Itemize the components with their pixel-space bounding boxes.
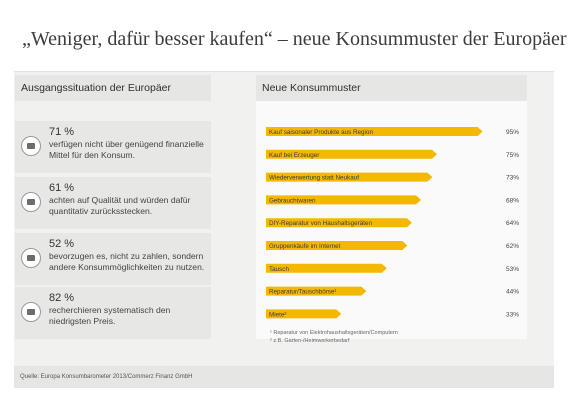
bar-value-label: 44% <box>506 289 519 296</box>
bar-group: Wiederverwertung statt Neukauf 73% <box>266 172 519 182</box>
bar-category-label: Tausch <box>269 266 289 273</box>
bar-value-label: 68% <box>506 197 519 204</box>
bar <box>266 172 433 182</box>
bar-category-label: Gebrauchtwaren <box>269 197 316 204</box>
bar-category-label: Kauf saisonaler Produkte aus Region <box>269 129 373 136</box>
bar-value-label: 73% <box>506 175 519 182</box>
stat-value: 82 % <box>49 292 75 304</box>
footnote-2: ² z.B. Garten-/Heimwerkerbedarf <box>270 338 350 344</box>
bar <box>266 127 483 136</box>
price-compare-icon <box>21 302 41 322</box>
bar-value-label: 62% <box>506 243 519 250</box>
bar-group: Reparatur/Tauschbörse¹ 44% <box>266 286 519 296</box>
stat-text: verfügen nicht über genügend finanzielle… <box>49 139 204 160</box>
bar-value-label: 75% <box>506 152 519 159</box>
stat-card: 52 % bevorzugen es, nicht zu zahlen, son… <box>15 233 211 285</box>
bar <box>266 149 437 159</box>
quality-seal-icon <box>21 192 41 212</box>
bar <box>266 195 422 205</box>
bar-group: Gruppenkäufe im Internet 62% <box>266 241 519 250</box>
bar-category-label: Reparatur/Tauschbörse¹ <box>269 289 337 296</box>
bar-group: Tausch 53% <box>266 263 519 273</box>
bar-category-label: Miete² <box>269 311 287 318</box>
stat-value: 71 % <box>49 126 75 138</box>
bar <box>266 309 342 319</box>
bar-group: DIY-Reparatur von Haushaltsgeräten 64% <box>266 218 519 228</box>
source-text: Quelle: Europa Konsumbarometer 2013/Comm… <box>20 374 193 380</box>
bar-value-label: 33% <box>506 311 519 318</box>
handshake-icon <box>21 248 41 268</box>
bar <box>266 263 387 273</box>
bar <box>266 241 408 250</box>
bar <box>266 218 412 228</box>
source-bar: Quelle: Europa Konsumbarometer 2013/Comm… <box>14 366 554 388</box>
bar-value-label: 53% <box>506 266 519 273</box>
stat-text: achten auf Qualität und würden dafür qua… <box>49 195 191 216</box>
stat-value: 61 % <box>49 182 75 194</box>
wallet-icon <box>21 136 41 156</box>
bar-category-label: Kauf bei Erzeuger <box>269 152 319 159</box>
stat-card: 82 % recherchieren systematisch den nied… <box>15 287 211 339</box>
stat-value: 52 % <box>49 238 75 250</box>
page-title: „Weniger, dafür besser kaufen“ – neue Ko… <box>22 28 567 50</box>
stat-text: bevorzugen es, nicht zu zahlen, sondern … <box>49 251 205 272</box>
bar-category-label: Gruppenkäufe im Internet <box>269 243 341 250</box>
right-panel-heading: Neue Konsummuster <box>256 75 527 101</box>
bar-value-label: 64% <box>506 220 519 227</box>
bar-value-label: 95% <box>506 129 519 136</box>
bar <box>266 286 367 296</box>
bar-group: Kauf bei Erzeuger 75% <box>266 149 519 159</box>
stat-card: 61 % achten auf Qualität und würden dafü… <box>15 177 211 229</box>
stat-card: 71 % verfügen nicht über genügend finanz… <box>15 121 211 173</box>
title-bar: „Weniger, dafür besser kaufen“ – neue Ko… <box>14 14 567 72</box>
bar-category-label: DIY-Reparatur von Haushaltsgeräten <box>269 220 373 227</box>
bar-category-label: Wiederverwertung statt Neukauf <box>269 175 359 182</box>
stat-text: recherchieren systematisch den niedrigst… <box>49 305 171 326</box>
footnote-1: ¹ Reparatur von Elektrohaushaltsgeräten/… <box>270 330 398 336</box>
bar-chart: Kauf saisonaler Produkte aus Region 95%Ka… <box>266 127 519 319</box>
bar-group: Gebrauchtwaren 68% <box>266 195 519 205</box>
bar-group: Kauf saisonaler Produkte aus Region 95% <box>266 127 519 136</box>
left-panel-heading: Ausgangssituation der Europäer <box>15 75 211 101</box>
bar-group: Miete² 33% <box>266 309 519 319</box>
